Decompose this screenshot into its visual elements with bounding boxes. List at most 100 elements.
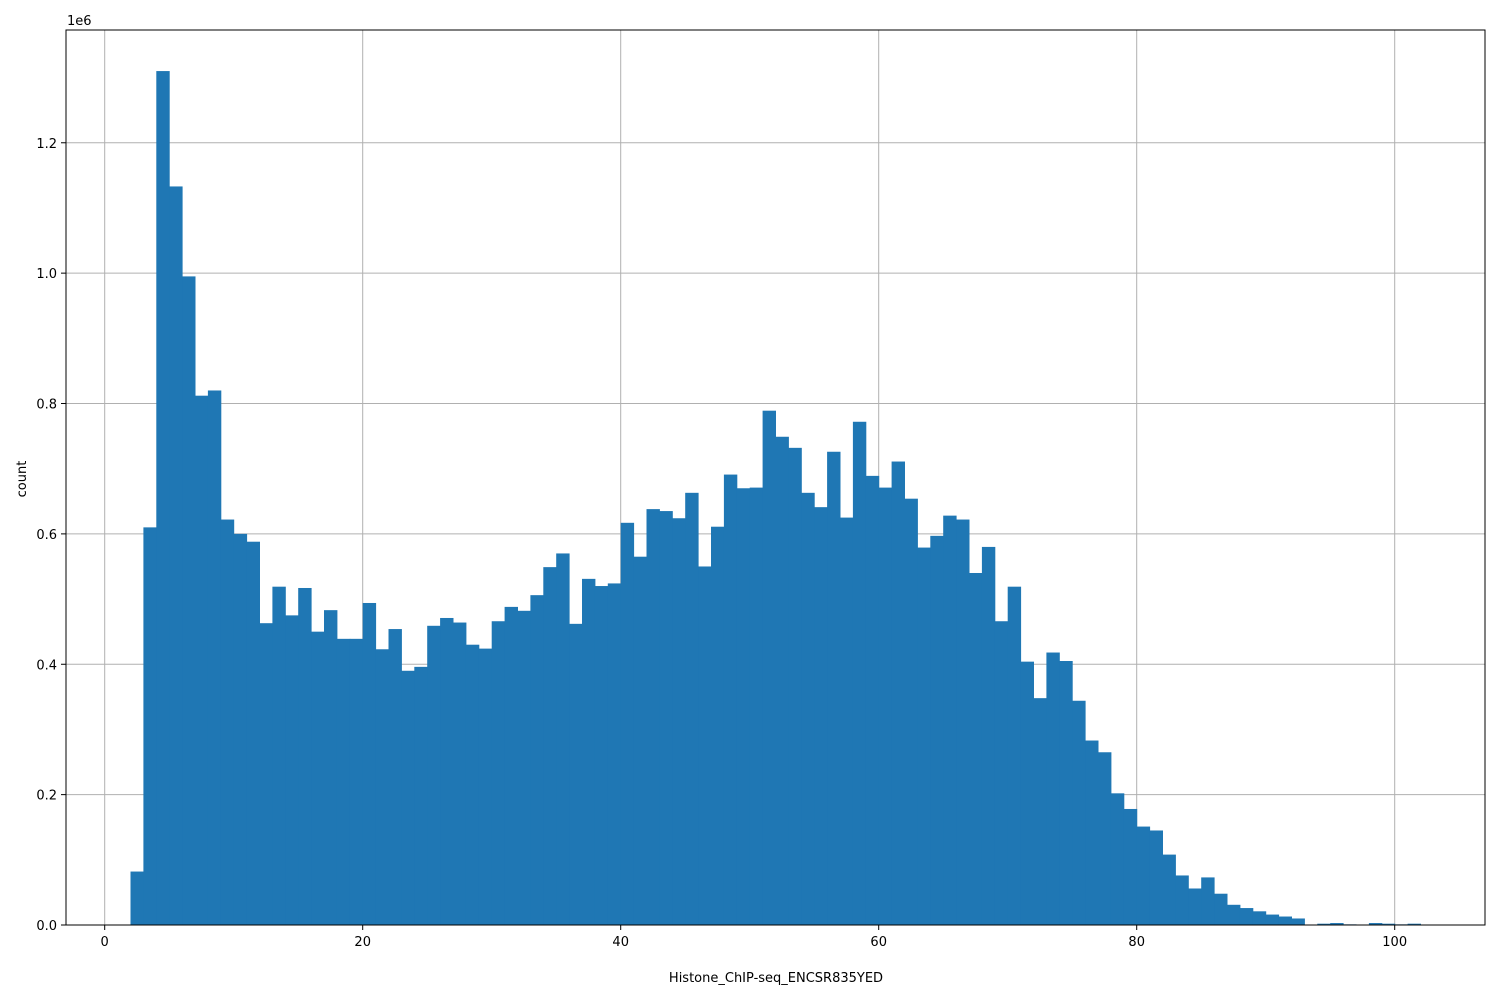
histogram-bar	[1265, 914, 1280, 925]
histogram-bar	[943, 515, 957, 925]
y-tick-label: 1.2	[36, 137, 57, 152]
histogram-bar	[878, 487, 893, 925]
histogram-bar	[440, 617, 454, 925]
histogram-bar	[1381, 923, 1396, 925]
y-tick-label: 0.2	[36, 789, 57, 804]
y-tick-label: 0.8	[36, 398, 57, 413]
histogram-bar	[1201, 877, 1215, 925]
y-tick-label: 0.6	[36, 528, 57, 543]
histogram-bar	[569, 623, 583, 925]
histogram-bar	[1033, 698, 1047, 925]
histogram-bar	[298, 587, 312, 925]
x-tick-label: 60	[870, 935, 887, 950]
histogram-bar	[1317, 923, 1331, 925]
histogram-bar	[1188, 888, 1202, 925]
histogram-bar	[324, 610, 338, 925]
histogram-bar	[711, 526, 725, 925]
histogram-bar	[1227, 904, 1241, 925]
histogram-bar	[156, 71, 170, 925]
histogram-bar	[827, 451, 841, 925]
histogram-bar	[375, 649, 389, 925]
histogram-bar	[414, 666, 428, 925]
histogram-bar	[1098, 752, 1112, 925]
histogram-bar	[207, 390, 222, 925]
histogram-bar	[775, 436, 789, 925]
histogram-bar	[1175, 875, 1189, 925]
x-tick-label: 0	[101, 935, 109, 950]
histogram-bar	[762, 410, 776, 925]
histogram-bar	[543, 567, 557, 925]
histogram-bar	[285, 615, 299, 925]
histogram-bar	[272, 586, 286, 925]
histogram-bar	[930, 535, 944, 925]
y-axis-label: count	[15, 461, 30, 498]
histogram-bar	[362, 602, 377, 925]
histogram-bar	[1162, 854, 1176, 925]
histogram-bar	[1239, 908, 1254, 925]
histogram-bar	[659, 511, 673, 925]
histogram-bar	[478, 648, 493, 925]
histogram-bar	[233, 533, 248, 925]
histogram-bar	[1085, 740, 1099, 925]
histogram-bar	[698, 566, 712, 925]
histogram-bar	[1007, 586, 1022, 925]
histogram-bar	[130, 871, 144, 925]
x-tick-label: 100	[1382, 935, 1407, 950]
histogram-bar	[143, 527, 157, 925]
histogram-bar	[607, 583, 622, 925]
histogram-bar	[917, 547, 931, 925]
x-tick-label: 20	[354, 935, 371, 950]
histogram-bar	[956, 519, 970, 925]
histogram-bars	[130, 71, 1421, 926]
x-axis-ticks: 0 20 40 60 80 100	[101, 925, 1407, 950]
histogram-bar	[672, 518, 686, 925]
histogram-bar	[582, 578, 596, 925]
histogram-bar	[388, 629, 402, 925]
histogram-bar	[852, 421, 867, 925]
histogram-bar	[349, 638, 364, 925]
histogram-bar	[182, 276, 196, 925]
histogram-bar	[259, 623, 273, 925]
histogram-bar	[556, 553, 570, 925]
histogram-bar	[1291, 918, 1305, 925]
histogram-bar	[491, 621, 506, 925]
y-axis-offset-label: 1e6	[67, 14, 92, 29]
histogram-bar	[465, 644, 480, 925]
histogram-bar	[969, 572, 983, 925]
histogram-bar	[453, 622, 467, 925]
histogram-bar	[1330, 923, 1344, 925]
histogram-bar	[801, 492, 815, 925]
histogram-bar	[517, 610, 531, 925]
histogram-bar	[865, 475, 880, 925]
histogram-bar	[994, 621, 1009, 925]
histogram-bar	[1123, 808, 1138, 925]
histogram-bar	[736, 488, 751, 925]
histogram-bar	[401, 670, 415, 925]
histogram-bar	[788, 447, 802, 925]
histogram-bar	[633, 556, 647, 925]
x-tick-label: 40	[612, 935, 629, 950]
histogram-bar	[1110, 793, 1125, 925]
histogram-bar	[1278, 916, 1292, 925]
x-tick-label: 80	[1128, 935, 1145, 950]
histogram-bar	[530, 595, 544, 925]
histogram-bar	[904, 498, 918, 925]
histogram-bar	[749, 487, 764, 925]
histogram-bar	[1214, 893, 1228, 925]
histogram-bar	[220, 519, 235, 925]
histogram-bar	[891, 461, 905, 925]
histogram-bar	[311, 631, 325, 925]
histogram-bar	[646, 509, 660, 925]
y-axis-ticks: 0.0 0.2 0.4 0.6 0.8 1.0 1.2	[36, 137, 66, 934]
histogram-bar	[427, 625, 441, 925]
x-axis-label: Histone_ChIP-seq_ENCSR835YED	[669, 971, 883, 986]
histogram-bar	[195, 395, 209, 926]
axes-frame	[65, 29, 1486, 926]
histogram-bar	[1046, 652, 1060, 925]
histogram-bar	[594, 586, 609, 925]
histogram-bar	[814, 507, 828, 925]
histogram-bar	[246, 541, 260, 925]
histogram-bar	[620, 522, 635, 925]
histogram-bar	[336, 638, 351, 925]
histogram-bar	[1059, 660, 1073, 925]
